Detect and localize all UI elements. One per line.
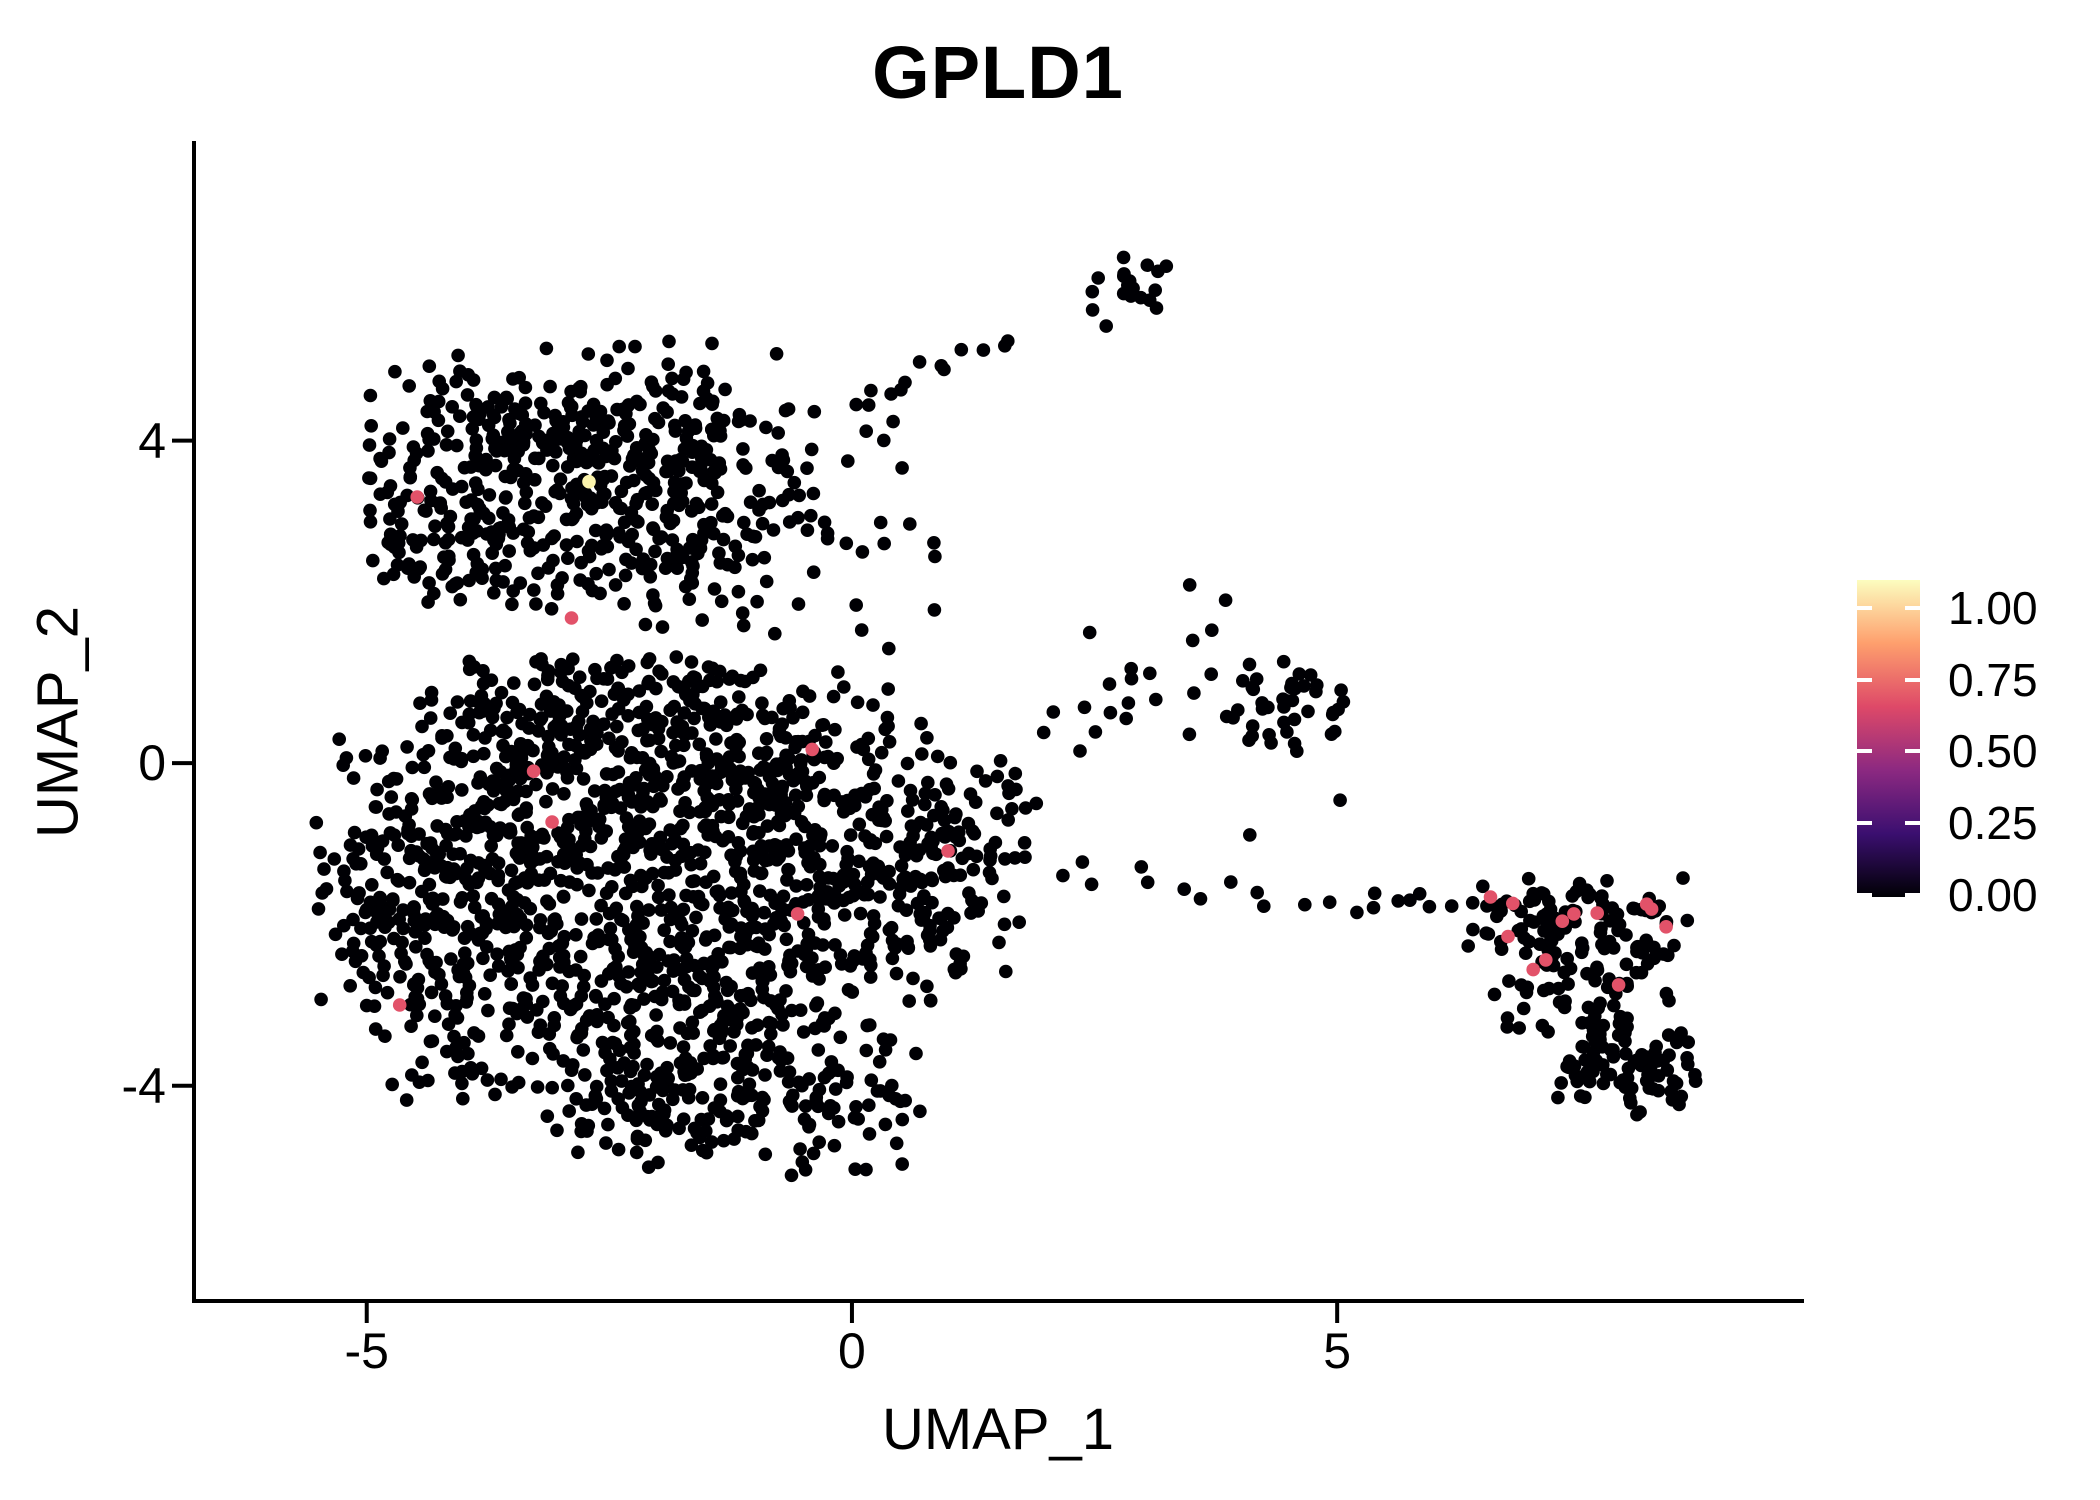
legend-tick-mark <box>1857 893 1872 897</box>
expressing-cell-point <box>1526 962 1540 977</box>
expressing-cell-point <box>1501 929 1515 944</box>
x-axis-tick-label: 5 <box>1323 1323 1352 1379</box>
y-axis-title: UMAP_2 <box>25 605 91 839</box>
legend-tick-label: 0.75 <box>1948 653 2038 706</box>
cell-points <box>309 250 1703 1183</box>
legend-tick-mark <box>1905 749 1920 754</box>
legend-tick-mark <box>1857 605 1872 610</box>
x-axis-title: UMAP_1 <box>881 1397 1115 1462</box>
expressing-cell-point <box>1555 914 1570 928</box>
legend-tick-mark <box>1857 749 1872 754</box>
x-axis-tick-label: 0 <box>838 1323 866 1379</box>
expressing-cell-point <box>1659 920 1673 934</box>
legend-tick-mark <box>1905 893 1920 897</box>
expressing-cell-point <box>1539 953 1553 967</box>
legend-colorbar <box>1857 580 1920 897</box>
legend-tick-mark <box>1905 677 1920 682</box>
legend-tick-label: 0.00 <box>1948 869 2038 921</box>
axes <box>172 141 1804 1323</box>
legend-tick-mark <box>1857 677 1872 682</box>
expressing-cell-point <box>1567 907 1581 921</box>
expressing-cell-point <box>1611 978 1626 992</box>
expressing-cell-point <box>790 907 805 921</box>
legend-tick-mark <box>1905 605 1920 610</box>
legend-tick-label: 0.50 <box>1948 725 2038 778</box>
expressing-cell-point <box>1483 890 1498 904</box>
expressing-cell-point <box>564 611 579 625</box>
legend-tick-mark <box>1905 821 1920 826</box>
legend-tick-label: 1.00 <box>1948 581 2038 634</box>
y-axis-tick-label: -4 <box>121 1057 166 1114</box>
x-axis-tick-label: -5 <box>344 1323 389 1379</box>
expressing-cell-point <box>1590 906 1604 920</box>
expressing-cell-point <box>1644 902 1659 916</box>
chart-title: GPLD1 <box>872 31 1124 114</box>
expressing-cell-point <box>392 998 407 1012</box>
expressing-cell-point <box>410 490 425 504</box>
expressing-cell-point <box>545 815 559 829</box>
expressing-cell-point <box>526 764 541 778</box>
expressing-cell-point <box>805 742 819 757</box>
y-axis-tick-label: 4 <box>138 412 166 469</box>
expressing-cell-point <box>1506 896 1520 911</box>
expressing-cell-point <box>941 844 955 858</box>
expressing-cell-point <box>582 474 596 489</box>
legend-tick-mark <box>1857 821 1872 826</box>
highlighted-cells <box>392 474 1673 1012</box>
y-axis-tick-label: 0 <box>138 735 166 792</box>
legend-tick-label: 0.25 <box>1948 797 2038 850</box>
